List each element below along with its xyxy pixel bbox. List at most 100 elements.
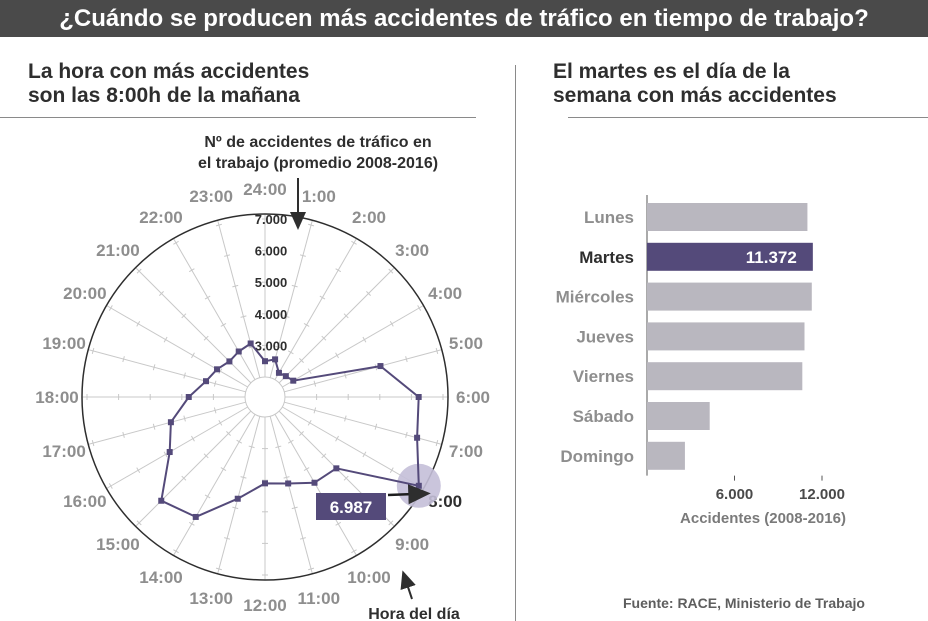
radar-tick-mark [232,506,239,510]
radar-tick-mark [417,305,422,311]
radar-tick-mark [213,380,217,387]
radar-tick-mark [163,451,168,458]
radar-hour-label: 22:00 [139,208,182,227]
radar-tick-mark [275,445,282,449]
radar-annotations: Nº de accidentes de tráfico en el trabaj… [198,134,460,621]
radar-tick-mark [283,315,290,318]
radar-spoke [173,238,256,380]
radar-tick-mark [343,313,349,319]
radar-tick-mark [203,453,209,459]
radar-tick-mark [108,483,113,489]
radar-tick-mark [351,240,357,245]
radar-hour-labels: 1:002:003:004:005:006:007:008:009:0010:0… [35,180,490,615]
radar-hour-label: 19:00 [42,334,85,353]
radar-tick-mark [191,435,195,442]
radar-tick-mark [299,431,304,436]
weekday-title-line2: semana con más accidentes [553,84,837,107]
radar-tick-label: 3.000 [255,338,288,353]
radar-spoke [274,238,357,380]
radar-point [272,356,279,363]
weekday-bar-chart: Lunes Martes 11.372 Miércoles Jueves Viernes S… [556,195,845,503]
radar-tick-mark [321,335,327,341]
radar-tick-mark [362,451,367,458]
radar-tick-mark [388,520,394,526]
bar [647,322,805,351]
radar-tick-mark [344,415,347,422]
bar-x-tick-label: 6.000 [716,486,754,503]
radar-note-line1: Nº de accidentes de tráfico en [204,134,431,151]
radar-point [275,369,282,376]
radar-point [185,394,192,400]
radar-hour-label: 7:00 [449,442,483,461]
radar-tick-mark [188,268,195,273]
radar-hour-label: 10:00 [347,568,390,587]
radar-hour-label: 15:00 [96,535,139,554]
radar-tick-mark [351,549,357,554]
bar [647,402,710,430]
radar-tick-mark [215,567,222,571]
weekday-title-line1: El martes es el día de la [553,60,790,83]
radar-point [414,434,421,441]
radar-point [415,482,422,489]
radar-hour-label: 13:00 [189,589,232,608]
radar-tick-mark [236,439,243,444]
radar-tick-mark [152,423,156,430]
radar-tick-mark [335,268,342,273]
radar-point [167,419,174,426]
radar-tick-mark [344,372,347,379]
radar-point [262,358,268,365]
radar-tick-mark [366,291,371,296]
radar-tick-mark [321,453,327,459]
left-title-rule [0,117,476,118]
radar-hour-label: 9:00 [395,535,429,554]
radar-spoke [135,267,252,384]
page-title: ¿Cuándo se producen más accidentes de tr… [0,0,928,37]
radar-tick-mark [299,254,306,257]
weekday-section-title: El martes es el día de la semana con más… [553,60,893,108]
radar-point [158,497,165,504]
radar-tick-mark [203,335,209,341]
bar-category-label: Sábado [573,407,634,426]
bar [647,362,803,391]
radar-tick-mark [435,347,439,354]
radar-hour-label: 4:00 [428,284,462,303]
bar-category-label: Miércoles [556,288,634,307]
bar [647,242,813,271]
radar-tick-mark [218,419,223,426]
radar-series: 6.987 [158,340,441,520]
radar-spoke [106,406,248,489]
radar-tick-mark [136,467,141,474]
radar-tick-mark [291,284,298,288]
radar-spoke [278,267,395,384]
radar-point [377,363,384,370]
radar-hour-label: 14:00 [139,568,182,587]
radar-tick-mark [224,537,231,540]
radar-tick-mark [240,476,247,479]
radar-inner-ring [244,376,286,418]
radar-tick-mark [287,350,294,355]
radar-tick-mark [173,240,179,245]
radar-tick-mark [435,440,439,447]
radar-spoke [284,349,442,393]
radar-outer-ring [81,213,449,581]
radar-tick-mark [313,380,317,387]
radar-tick-mark [291,506,298,510]
radar-point [247,340,254,347]
radar-point [290,377,297,384]
radar-tick-mark [313,407,317,414]
radar-tick-mark [183,372,186,379]
radar-tick-mark [163,336,168,343]
radar-spoke [135,410,252,527]
bar [647,282,812,311]
radar-tick-mark [319,295,326,300]
radar-point [282,373,289,380]
bar-category-label: Viernes [573,367,634,386]
radar-tick-mark [122,356,125,363]
radar-point [192,513,199,520]
radar-hour-label: 5:00 [449,334,483,353]
bar-category-label: Domingo [560,447,634,466]
radar-point [311,479,318,486]
radar-tick-mark [183,415,186,422]
radar-point [203,378,210,385]
radar-tick-mark [108,305,113,311]
